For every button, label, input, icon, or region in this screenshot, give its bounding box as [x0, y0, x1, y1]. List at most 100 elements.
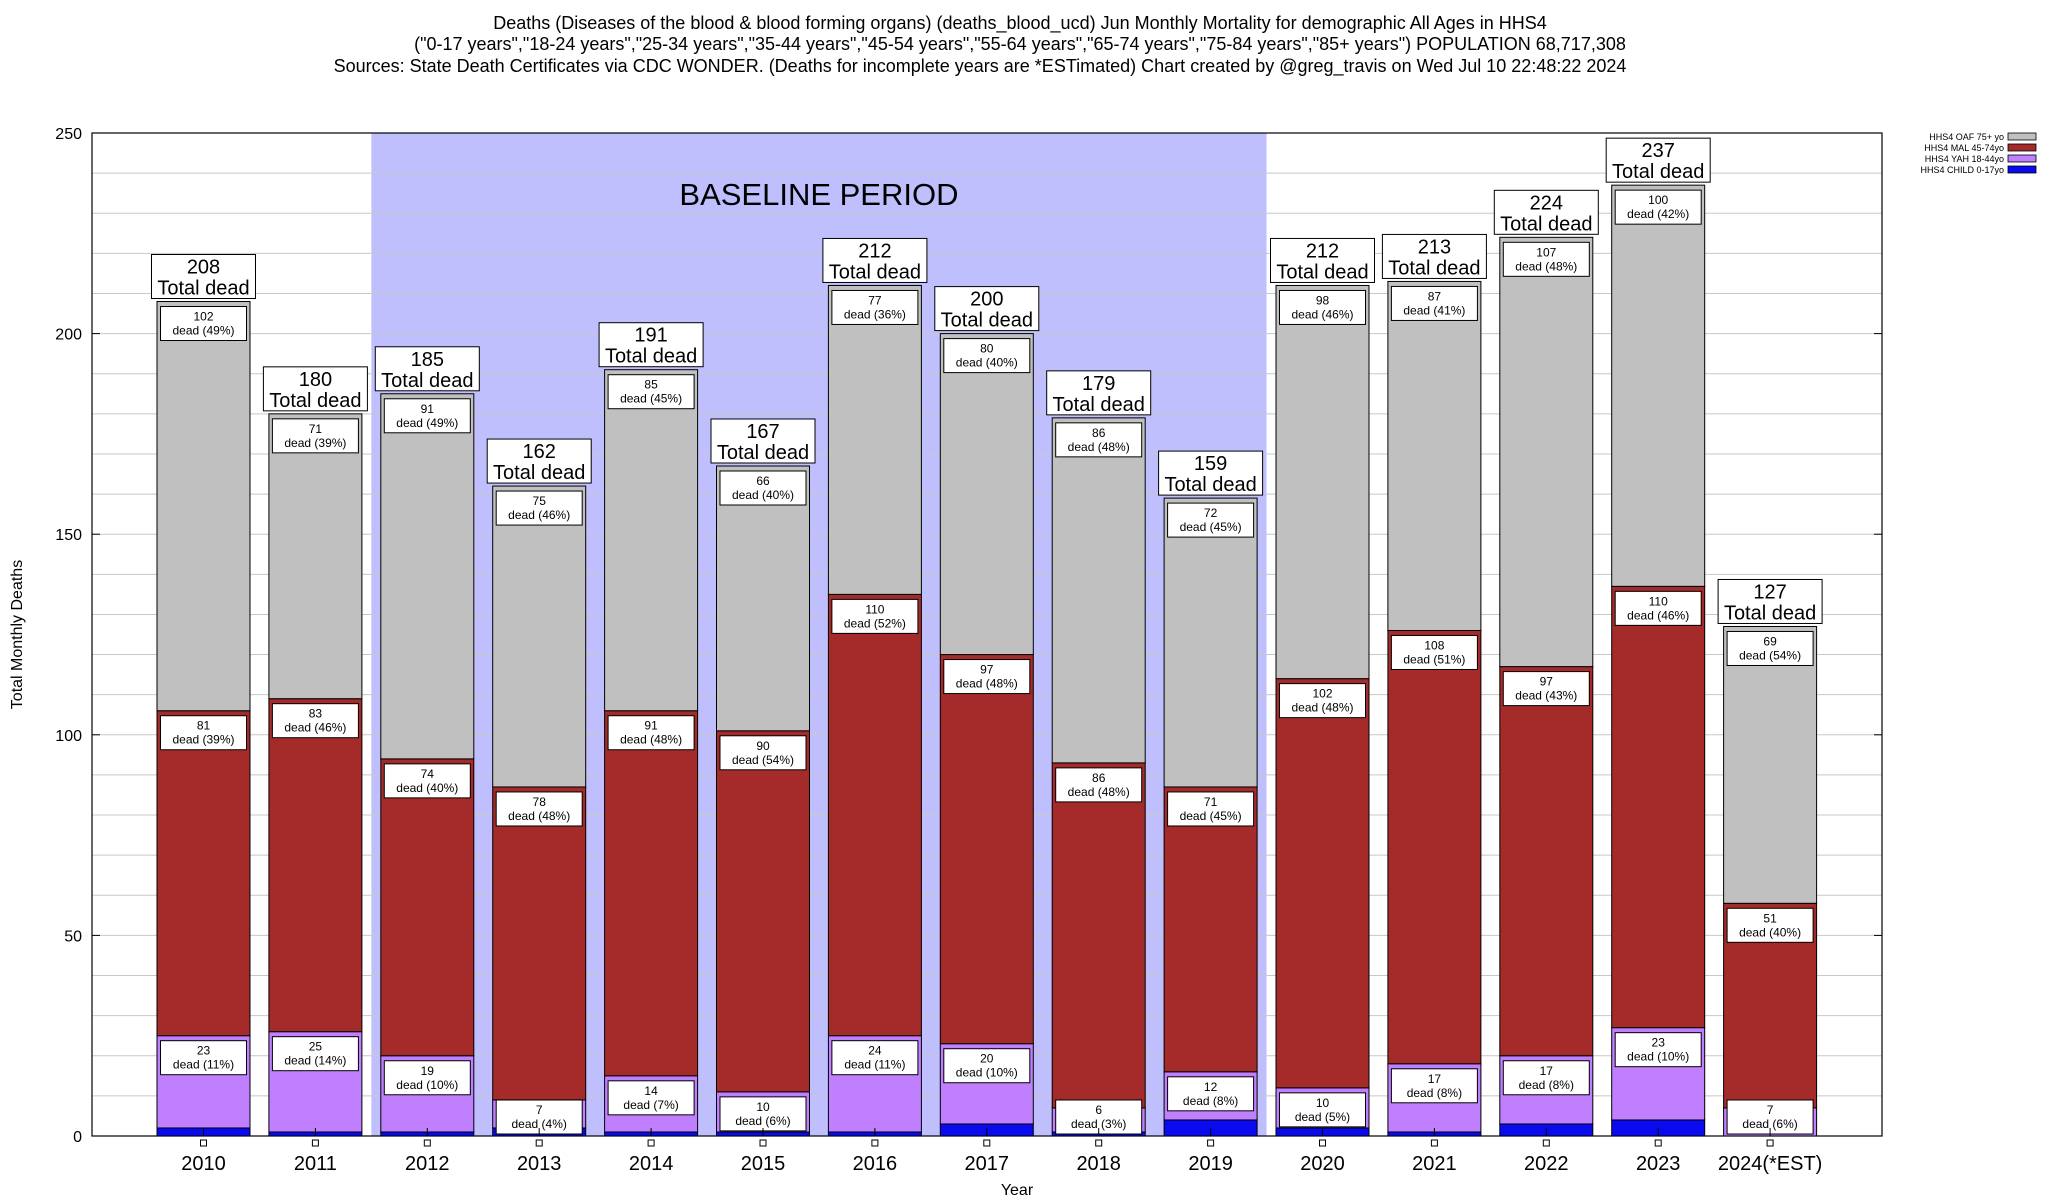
segment-value-label: 69 [1763, 634, 1777, 648]
title-line-1: Deaths (Diseases of the blood & blood fo… [493, 13, 1547, 34]
x-tick-label: 2016 [853, 1153, 898, 1175]
segment-value-label: 86 [1092, 771, 1106, 785]
x-tick-label: 2017 [965, 1153, 1010, 1175]
segment-label-box [1279, 683, 1366, 719]
title-line-3: Sources: State Death Certificates via CD… [334, 56, 1627, 77]
bar-segment [1499, 236, 1594, 668]
x-tick-label: 2024(*EST) [1718, 1153, 1823, 1175]
bar-segment [1163, 497, 1258, 788]
segment-value-label: 7 [1767, 1103, 1774, 1117]
total-label-box [1605, 137, 1711, 183]
total-value-label: 224 [1530, 192, 1563, 214]
segment-label-box [943, 659, 1031, 695]
child-marker [983, 1139, 991, 1147]
segment-label-box [1390, 285, 1478, 321]
segment-value-label: 108 [1424, 638, 1444, 652]
bar-segment [1611, 184, 1706, 587]
segment-percent-label: dead (46%) [284, 721, 346, 735]
segment-value-label: 71 [1204, 795, 1218, 809]
y-tick-label: 250 [55, 126, 82, 143]
legend-label: HHS4 OAF 75+ yo [1929, 132, 2004, 142]
segment-label-box [607, 1080, 695, 1116]
bar-segment [604, 710, 699, 1077]
segment-percent-label: dead (54%) [732, 753, 794, 767]
segment-percent-label: dead (8%) [1407, 1086, 1462, 1100]
segment-percent-label: dead (43%) [1515, 689, 1577, 703]
bar-segment [1163, 786, 1258, 1073]
total-suffix-label: Total dead [157, 278, 249, 300]
segment-value-label: 85 [644, 378, 658, 392]
bar-segment [492, 485, 587, 788]
segment-percent-label: dead (36%) [844, 307, 906, 321]
total-value-label: 180 [299, 369, 332, 391]
child-marker [871, 1139, 879, 1147]
bar-segment [716, 730, 810, 1093]
total-label-box [374, 346, 480, 392]
segment-label-box [271, 703, 359, 739]
total-label-box [1717, 578, 1823, 624]
y-axis-label: Total Monthly Deaths [9, 560, 26, 709]
segment-label-box [607, 715, 695, 751]
total-value-label: 179 [1082, 373, 1115, 395]
segment-percent-label: dead (49%) [396, 416, 458, 430]
segment-percent-label: dead (48%) [1291, 701, 1353, 715]
x-tick-label: 2011 [294, 1153, 337, 1175]
total-suffix-label: Total dead [493, 462, 585, 484]
segment-percent-label: dead (48%) [1068, 785, 1130, 799]
segment-percent-label: dead (48%) [620, 733, 682, 747]
legend-swatch [2007, 165, 2037, 174]
total-value-label: 212 [858, 240, 891, 262]
segment-label-box [1502, 1060, 1590, 1096]
segment-value-label: 24 [868, 1044, 882, 1058]
total-value-label: 162 [523, 441, 556, 463]
segment-value-label: 83 [309, 707, 323, 721]
segment-percent-label: dead (39%) [172, 733, 234, 747]
segment-percent-label: dead (5%) [1295, 1110, 1350, 1124]
segment-value-label: 87 [1428, 289, 1442, 303]
segment-label-box [1279, 289, 1366, 325]
bar-segment [1387, 280, 1482, 631]
chart-title: Deaths (Diseases of the blood & blood fo… [334, 13, 1627, 77]
bar-segment [1723, 625, 1818, 904]
total-value-label: 185 [411, 349, 444, 371]
y-tick-label: 50 [64, 928, 82, 945]
segment-label-box [495, 791, 583, 827]
segment-value-label: 19 [421, 1064, 435, 1078]
segment-value-label: 6 [1095, 1103, 1102, 1117]
segment-value-label: 98 [1316, 293, 1330, 307]
segment-value-label: 72 [1204, 506, 1218, 520]
x-tick-label: 2012 [405, 1153, 450, 1175]
segment-percent-label: dead (54%) [1739, 648, 1801, 662]
segment-value-label: 91 [421, 402, 435, 416]
bar-segment [268, 413, 363, 700]
segment-percent-label: dead (40%) [396, 781, 458, 795]
bar-segment [492, 786, 587, 1101]
legend-swatch [2007, 132, 2037, 141]
segment-value-label: 75 [533, 494, 547, 508]
total-suffix-label: Total dead [1276, 261, 1368, 283]
segment-value-label: 91 [644, 719, 658, 733]
segment-value-label: 78 [533, 795, 547, 809]
total-suffix-label: Total dead [941, 310, 1033, 332]
segment-value-label: 71 [309, 422, 323, 436]
x-tick-label: 2019 [1188, 1153, 1233, 1175]
segment-value-label: 12 [1204, 1080, 1218, 1094]
segment-label-box [1614, 189, 1702, 225]
segment-value-label: 81 [197, 719, 211, 733]
x-tick-label: 2010 [181, 1153, 226, 1175]
total-value-label: 213 [1418, 236, 1451, 258]
child-marker [311, 1139, 319, 1147]
segment-percent-label: dead (10%) [956, 1066, 1018, 1080]
total-suffix-label: Total dead [1388, 257, 1480, 279]
segment-label-box [719, 735, 807, 771]
segment-percent-label: dead (10%) [396, 1078, 458, 1092]
total-label-box [1493, 189, 1599, 235]
segment-label-box [1614, 590, 1702, 626]
segment-percent-label: dead (42%) [1627, 207, 1689, 221]
x-tick-label: 2014 [629, 1153, 674, 1175]
segment-label-box [831, 598, 919, 634]
x-tick-label: 2018 [1076, 1153, 1121, 1175]
segment-label-box [271, 1036, 359, 1072]
segment-value-label: 100 [1648, 193, 1668, 207]
